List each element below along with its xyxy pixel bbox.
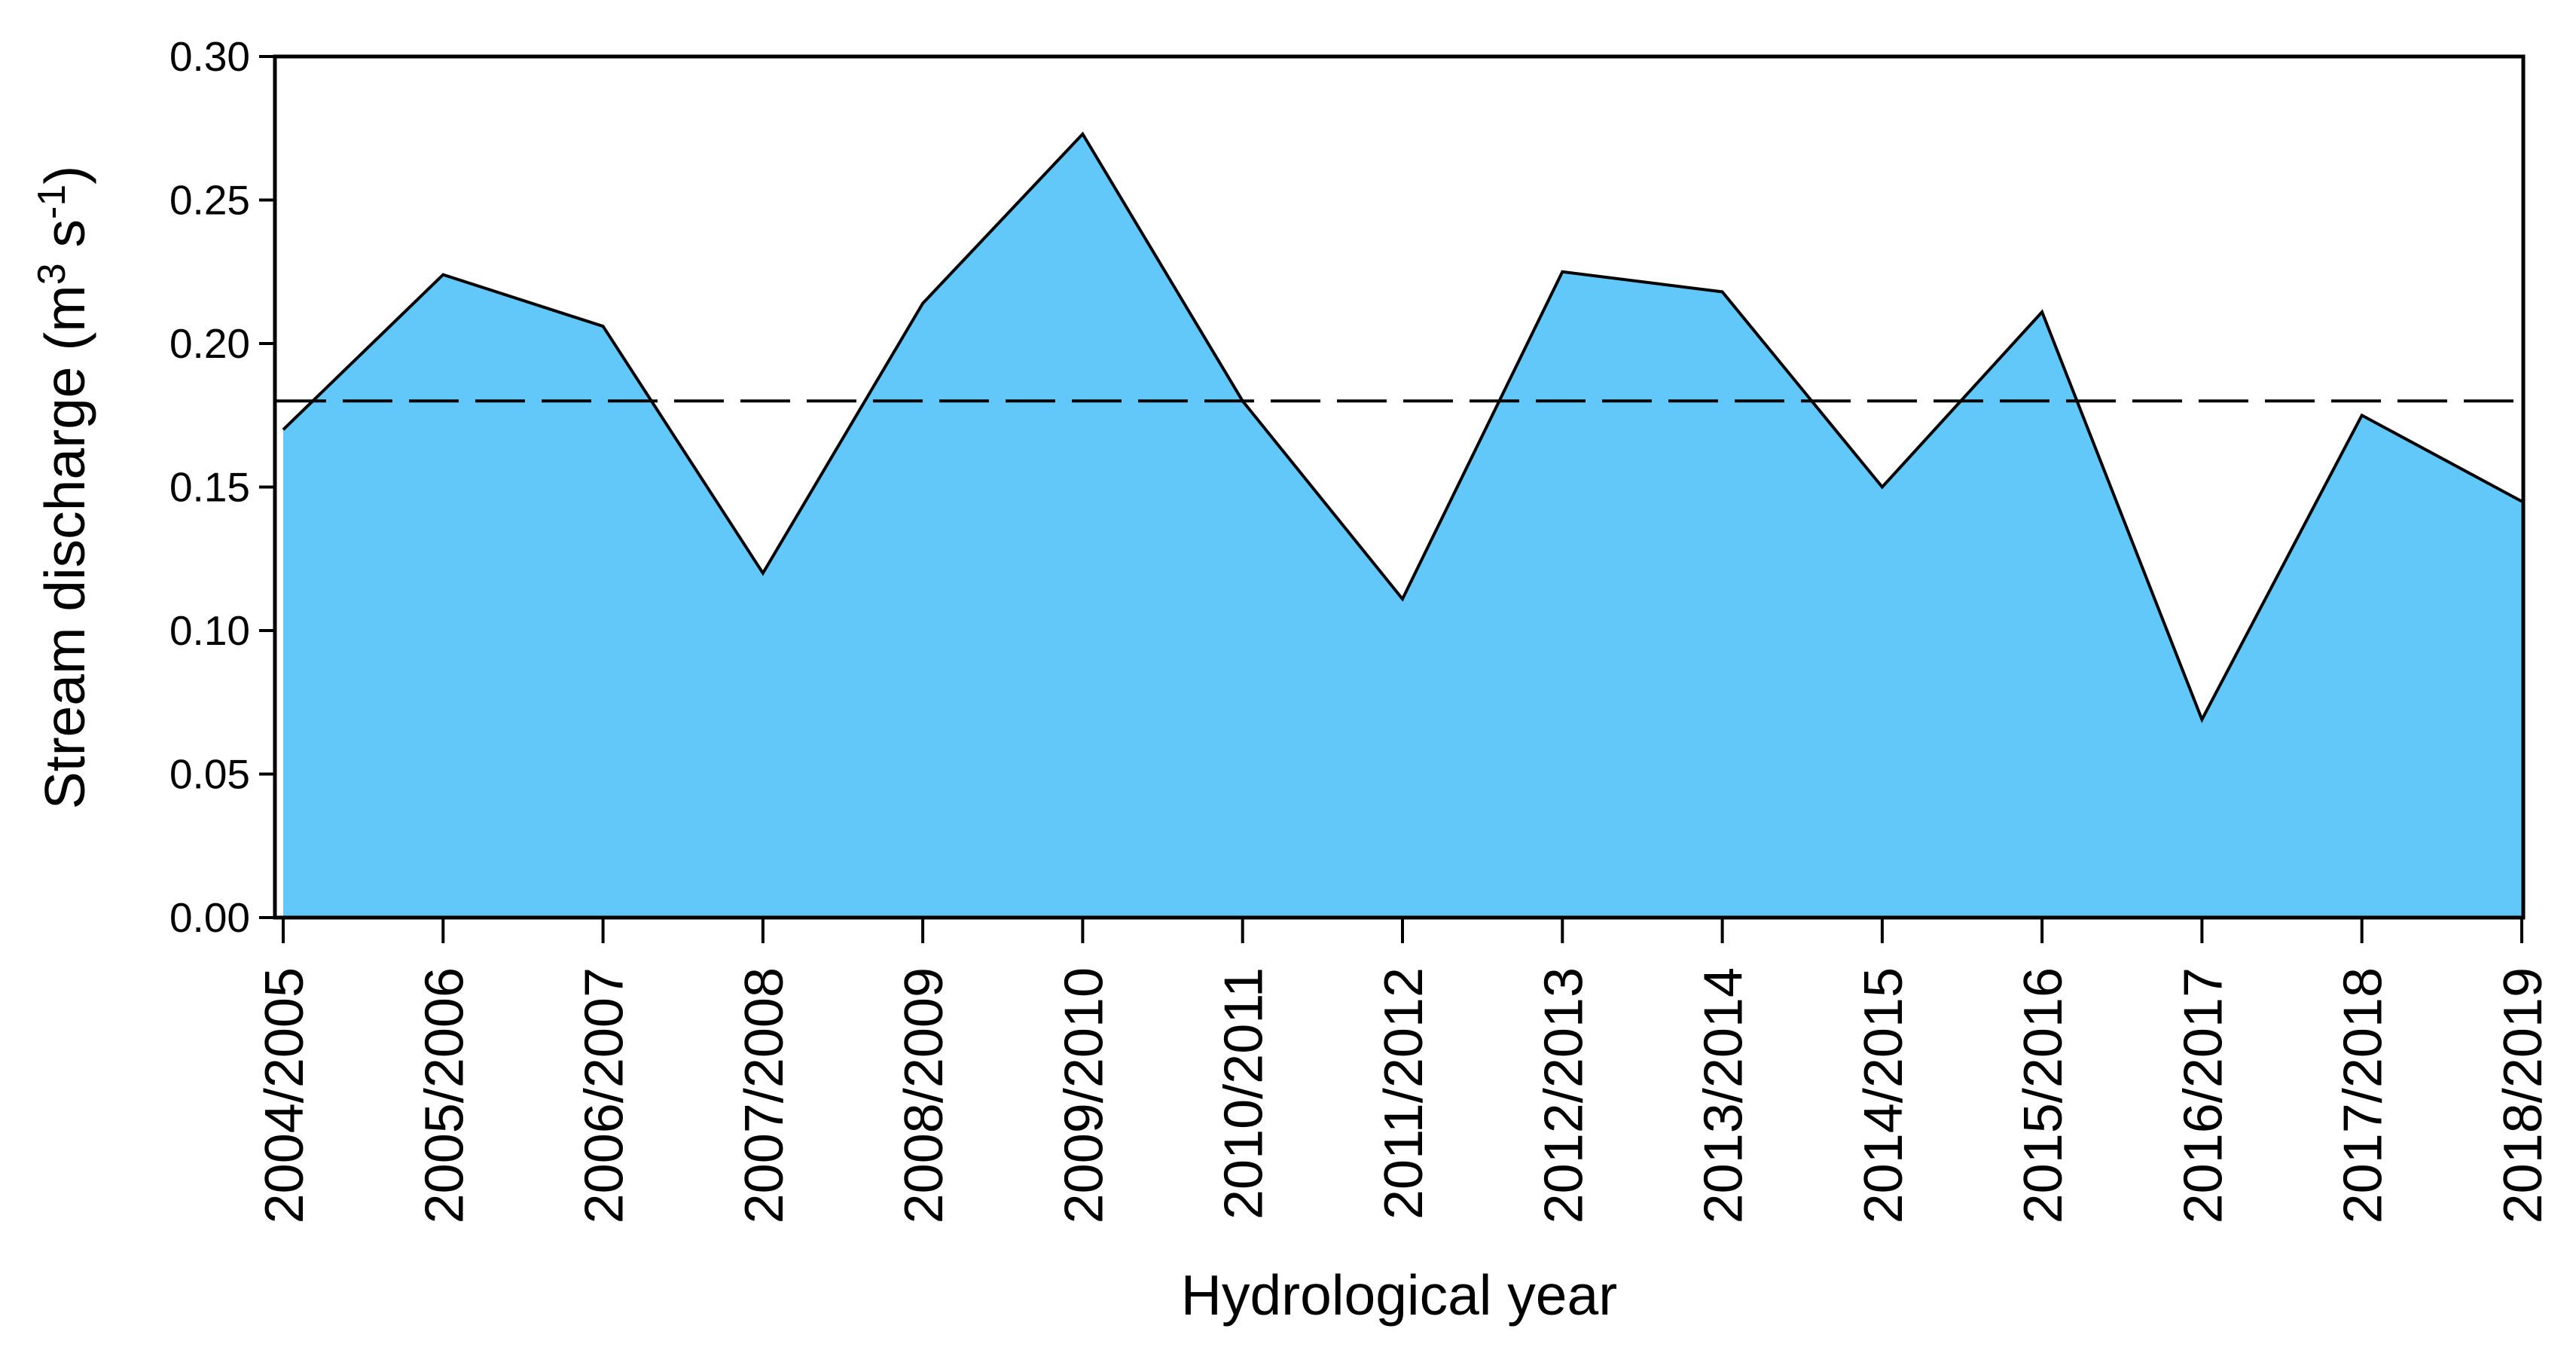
x-tick-label: 2006/2007: [575, 967, 635, 1223]
y-tick-label: 0.05: [169, 751, 250, 798]
x-tick-label: 2009/2010: [1054, 967, 1114, 1223]
x-tick-label: 2010/2011: [1214, 967, 1274, 1220]
y-axis-title: Stream discharge (m3 s-1): [30, 166, 96, 810]
x-tick-label: 2015/2016: [2013, 967, 2074, 1223]
discharge-line: [282, 131, 2523, 723]
y-tick-label: 0.10: [169, 607, 250, 654]
x-tick-label: 2018/2019: [2493, 967, 2553, 1223]
x-tick-label: 2008/2009: [894, 967, 954, 1223]
x-tick-label: 2016/2017: [2173, 967, 2233, 1223]
x-tick-label: 2013/2014: [1694, 967, 1754, 1223]
y-tick-label: 0.30: [169, 33, 250, 80]
x-tick-label: 2014/2015: [1854, 967, 1914, 1223]
x-tick-label: 2017/2018: [2333, 967, 2394, 1223]
x-axis-title: Hydrological year: [1180, 1263, 1618, 1327]
x-tick-label: 2007/2008: [734, 967, 795, 1223]
x-tick-label: 2011/2012: [1374, 967, 1434, 1220]
y-tick-label: 0.15: [169, 464, 250, 511]
y-tick-label: 0.20: [169, 320, 250, 367]
x-tick-label: 2012/2013: [1534, 967, 1594, 1223]
y-tick-label: 0.25: [169, 177, 250, 224]
y-tick-label: 0.00: [169, 894, 250, 941]
discharge-area: [283, 133, 2522, 918]
x-tick-label: 2004/2005: [255, 967, 315, 1223]
x-tick-label: 2005/2006: [414, 967, 475, 1223]
